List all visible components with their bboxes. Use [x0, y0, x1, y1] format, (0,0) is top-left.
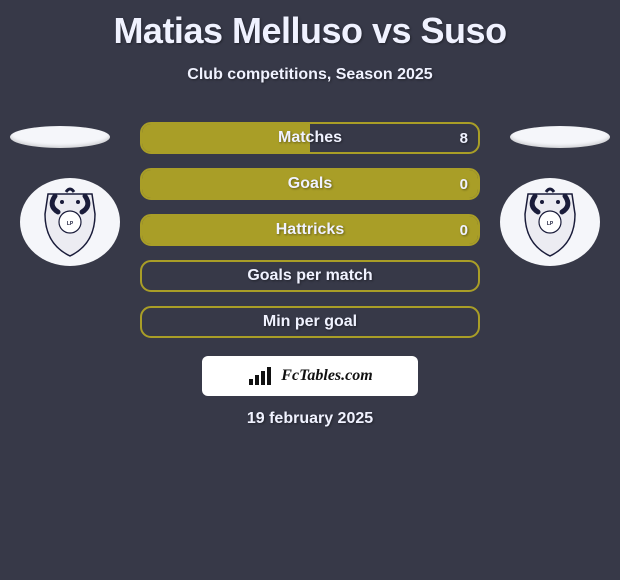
stat-row-goals-per-match: Goals per match	[140, 260, 480, 292]
svg-text:LP: LP	[67, 221, 74, 227]
stat-label: Hattricks	[276, 221, 344, 239]
stat-row-hattricks: Hattricks 0	[140, 214, 480, 246]
page-subtitle: Club competitions, Season 2025	[0, 66, 620, 84]
stat-label: Min per goal	[263, 313, 357, 331]
svg-text:LP: LP	[547, 221, 554, 227]
team-crest-left: LP	[20, 178, 120, 266]
player-photo-left-placeholder	[10, 126, 110, 148]
stat-value-right: 8	[460, 130, 468, 147]
attribution-text: FcTables.com	[281, 367, 372, 385]
stat-row-min-per-goal: Min per goal	[140, 306, 480, 338]
stat-label: Goals per match	[247, 267, 372, 285]
attribution-badge: FcTables.com	[202, 356, 418, 396]
stats-container: Matches 8 Goals 0 Hattricks 0 Goals per …	[140, 122, 480, 338]
stat-label: Matches	[278, 129, 342, 147]
team-crest-right: LP	[500, 178, 600, 266]
stat-row-matches: Matches 8	[140, 122, 480, 154]
stat-value-right: 0	[460, 176, 468, 193]
stat-row-goals: Goals 0	[140, 168, 480, 200]
page-title: Matias Melluso vs Suso	[0, 0, 620, 52]
stat-value-right: 0	[460, 222, 468, 239]
date-text: 19 february 2025	[247, 410, 373, 428]
bars-icon	[247, 365, 275, 387]
player-photo-right-placeholder	[510, 126, 610, 148]
stat-label: Goals	[288, 175, 332, 193]
